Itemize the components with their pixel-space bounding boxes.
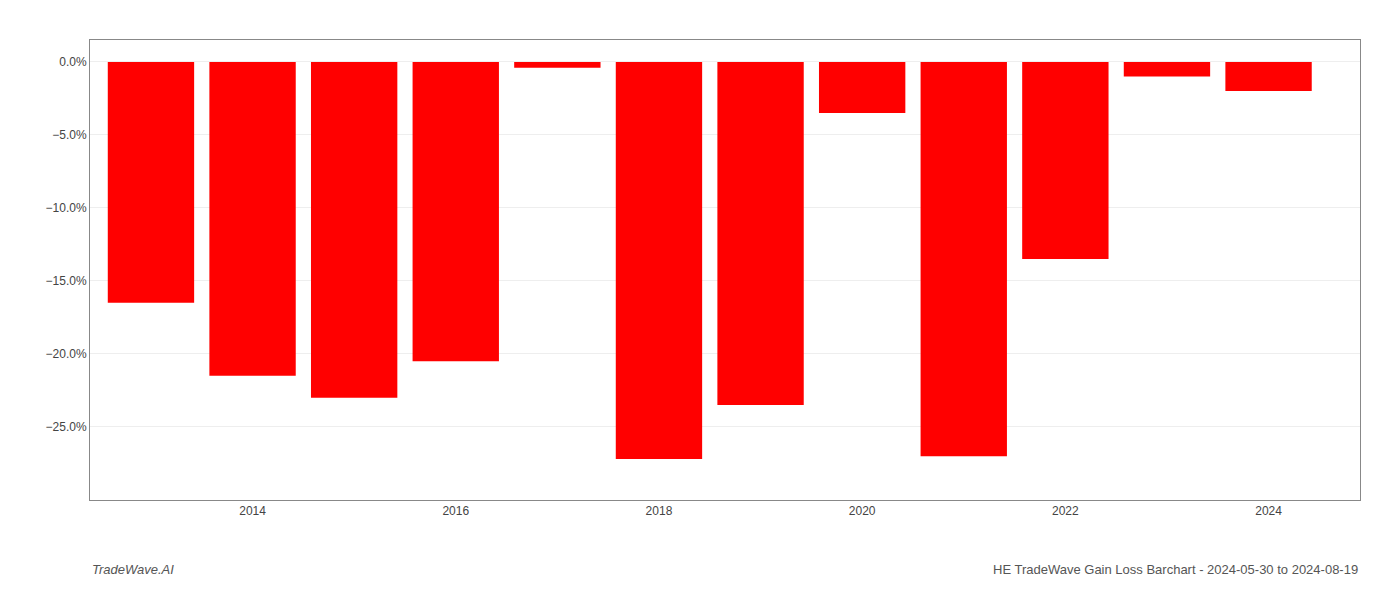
svg-text:2018: 2018 [646, 504, 673, 518]
svg-text:2020: 2020 [849, 504, 876, 518]
svg-text:2024: 2024 [1255, 504, 1282, 518]
svg-text:2022: 2022 [1052, 504, 1079, 518]
svg-text:−25.0%: −25.0% [46, 420, 87, 434]
svg-text:2016: 2016 [442, 504, 469, 518]
svg-text:−20.0%: −20.0% [46, 347, 87, 361]
svg-text:−5.0%: −5.0% [52, 128, 87, 142]
svg-text:2014: 2014 [239, 504, 266, 518]
svg-text:0.0%: 0.0% [59, 55, 87, 69]
svg-text:−15.0%: −15.0% [46, 274, 87, 288]
svg-text:−10.0%: −10.0% [46, 201, 87, 215]
svg-text:HE TradeWave Gain Loss Barchar: HE TradeWave Gain Loss Barchart - 2024-0… [993, 562, 1358, 577]
svg-text:TradeWave.AI: TradeWave.AI [92, 562, 174, 577]
